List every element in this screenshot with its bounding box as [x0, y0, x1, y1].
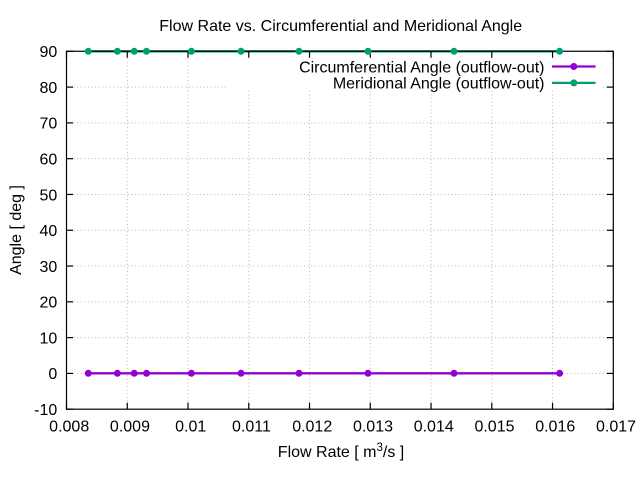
svg-text:10: 10	[40, 330, 58, 347]
svg-text:0.012: 0.012	[292, 418, 332, 435]
svg-text:0.013: 0.013	[353, 418, 393, 435]
svg-text:0.017: 0.017	[596, 418, 636, 435]
svg-text:0.009: 0.009	[110, 418, 150, 435]
svg-text:Flow Rate [ m3/s ]: Flow Rate [ m3/s ]	[278, 442, 404, 461]
svg-text:40: 40	[40, 223, 58, 240]
svg-text:90: 90	[40, 44, 58, 61]
svg-text:80: 80	[40, 80, 58, 97]
svg-text:60: 60	[40, 151, 58, 168]
svg-text:0.016: 0.016	[535, 418, 575, 435]
svg-text:20: 20	[40, 295, 58, 312]
svg-text:50: 50	[40, 187, 58, 204]
svg-text:Meridional Angle (outflow-out): Meridional Angle (outflow-out)	[333, 76, 545, 93]
svg-text:-10: -10	[34, 402, 57, 419]
svg-text:0.011: 0.011	[232, 418, 271, 435]
svg-text:Angle [ deg ]: Angle [ deg ]	[8, 185, 25, 275]
svg-text:Circumferential Angle (outflow: Circumferential Angle (outflow-out)	[299, 59, 544, 76]
svg-text:70: 70	[40, 116, 58, 133]
svg-text:0.01: 0.01	[175, 418, 206, 435]
svg-text:30: 30	[40, 259, 58, 276]
svg-text:0.015: 0.015	[474, 418, 514, 435]
svg-text:0.014: 0.014	[414, 418, 454, 435]
svg-text:0.008: 0.008	[49, 418, 89, 435]
svg-text:0: 0	[48, 366, 57, 383]
svg-text:Flow Rate vs. Circumferential: Flow Rate vs. Circumferential and Meridi…	[159, 18, 522, 35]
